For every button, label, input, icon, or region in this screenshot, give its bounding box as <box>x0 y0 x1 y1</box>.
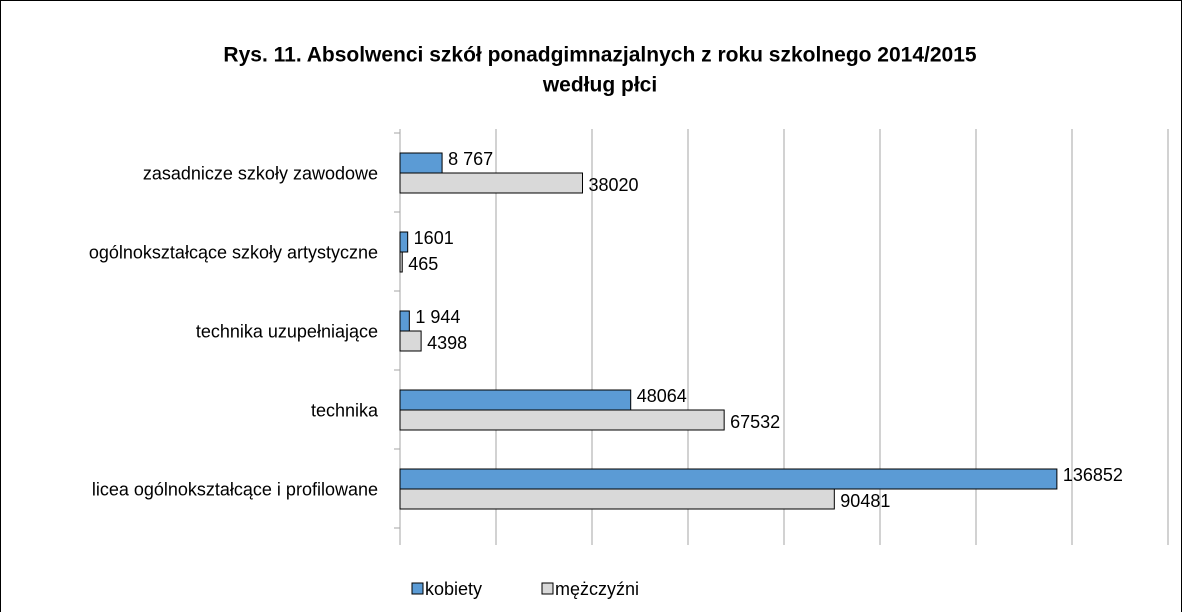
data-label: 67532 <box>730 412 780 432</box>
bar <box>399 251 403 273</box>
data-label: 8 767 <box>448 149 493 169</box>
bar <box>399 409 725 431</box>
y-tick-label: licea ogólnokształcące i profilowane <box>92 479 378 499</box>
bar <box>399 488 835 510</box>
bar <box>399 231 409 253</box>
chart-title: Rys. 11. Absolwenci szkół ponadgimnazjal… <box>223 44 976 67</box>
data-label: 1601 <box>414 228 454 248</box>
bar <box>399 152 443 174</box>
data-label: 90481 <box>840 491 890 511</box>
data-label: 465 <box>408 254 438 274</box>
bar <box>399 468 1058 490</box>
data-label: 4398 <box>427 333 467 353</box>
bar <box>399 330 422 352</box>
bar <box>399 389 632 411</box>
legend-label: kobiety <box>425 579 482 599</box>
legend-label: mężczyźni <box>555 579 639 599</box>
bar <box>399 310 410 332</box>
legend-swatch <box>411 582 424 595</box>
y-tick-label: ogólnokształcące szkoły artystyczne <box>89 242 378 262</box>
data-label: 136852 <box>1063 465 1123 485</box>
chart-title: według płci <box>542 74 657 97</box>
legend-swatch <box>541 582 554 595</box>
data-label: 48064 <box>637 386 687 406</box>
y-tick-label: technika <box>311 400 379 420</box>
y-tick-label: technika uzupełniające <box>196 321 378 341</box>
data-label: 1 944 <box>415 307 460 327</box>
data-label: 38020 <box>588 175 638 195</box>
bar <box>399 172 583 194</box>
y-tick-label: zasadnicze szkoły zawodowe <box>143 163 378 183</box>
